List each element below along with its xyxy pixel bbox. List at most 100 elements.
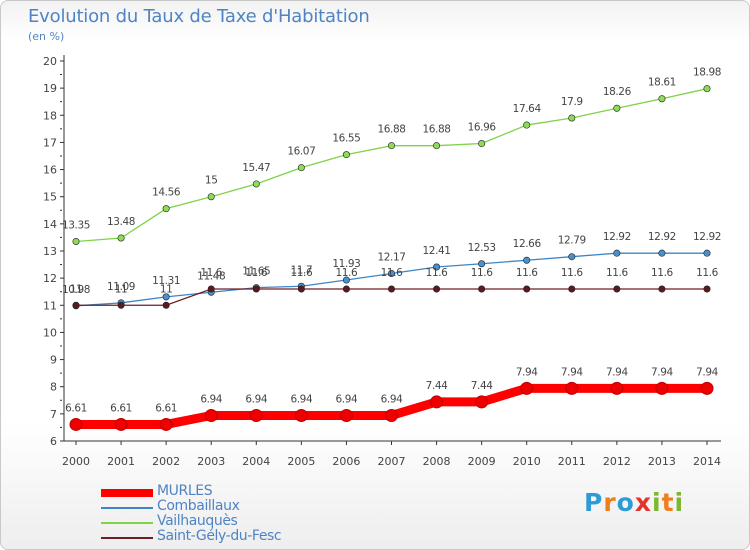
data-label: 11.6 <box>471 267 493 279</box>
data-point <box>387 142 395 150</box>
data-label: 6.94 <box>381 393 403 405</box>
y-tick-label: 15 <box>43 191 57 204</box>
data-label: 12.79 <box>558 235 586 247</box>
x-tick-label: 2013 <box>648 455 676 468</box>
data-label: 11.6 <box>200 267 222 279</box>
y-tick-label: 8 <box>50 381 57 394</box>
data-label: 6.94 <box>200 393 222 405</box>
data-label: 7.44 <box>426 380 448 392</box>
data-label: 11.6 <box>606 267 628 279</box>
proxiti-logo: Proxiti <box>584 488 684 517</box>
data-point <box>342 285 350 293</box>
data-point <box>613 104 621 112</box>
y-tick-label: 9 <box>50 354 57 367</box>
data-label: 11.6 <box>336 267 358 279</box>
y-tick-label: 11 <box>43 299 57 312</box>
data-point <box>252 180 260 188</box>
data-label: 15 <box>205 175 218 187</box>
data-label: 16.96 <box>468 122 497 134</box>
data-point <box>478 260 486 268</box>
data-point <box>433 263 441 271</box>
data-label: 11.09 <box>107 281 135 293</box>
y-tick-label: 16 <box>43 164 57 177</box>
data-label: 11.6 <box>245 267 267 279</box>
data-point <box>207 193 215 201</box>
x-tick-label: 2005 <box>287 455 315 468</box>
data-point <box>658 285 666 293</box>
data-point <box>117 301 125 309</box>
data-label: 7.94 <box>561 366 583 378</box>
data-point <box>342 276 350 284</box>
data-point <box>72 301 80 309</box>
x-tick-label: 2007 <box>378 455 406 468</box>
data-label: 11.6 <box>561 267 583 279</box>
x-tick-label: 2009 <box>468 455 496 468</box>
data-label: 6.61 <box>65 402 87 414</box>
x-tick-label: 2004 <box>242 455 270 468</box>
data-label: 11 <box>115 283 128 295</box>
data-point <box>342 151 350 159</box>
data-point <box>207 285 215 293</box>
data-point <box>297 285 305 293</box>
data-point <box>613 285 621 293</box>
data-point <box>387 270 395 278</box>
data-point <box>703 249 711 257</box>
data-label: 12.17 <box>377 252 405 264</box>
data-label: 12.41 <box>423 245 451 257</box>
data-point <box>117 234 125 242</box>
data-label: 11.31 <box>152 275 180 287</box>
data-point <box>252 285 260 293</box>
x-tick-label: 2011 <box>558 455 586 468</box>
y-tick-label: 18 <box>43 109 57 122</box>
data-label: 16.88 <box>377 124 405 136</box>
data-label: 18.26 <box>603 86 632 98</box>
data-point <box>568 285 576 293</box>
data-label: 11.93 <box>332 258 360 270</box>
x-tick-label: 2008 <box>423 455 451 468</box>
data-point <box>249 408 263 422</box>
data-point <box>204 408 218 422</box>
data-point <box>523 285 531 293</box>
y-tick-label: 7 <box>50 408 57 421</box>
logo-letter: t <box>661 488 675 517</box>
x-tick-label: 2006 <box>332 455 360 468</box>
data-point <box>114 417 128 431</box>
data-label: 6.94 <box>245 393 267 405</box>
y-tick-label: 6 <box>50 435 57 448</box>
data-label: 6.61 <box>110 402 132 414</box>
x-tick-label: 2014 <box>693 455 721 468</box>
data-label: 11.7 <box>290 264 312 276</box>
data-point <box>613 249 621 257</box>
data-point <box>385 408 398 422</box>
y-tick-label: 13 <box>43 245 57 258</box>
legend-item: Saint-Gély-du-Fesc <box>101 528 361 544</box>
y-tick-label: 19 <box>43 82 57 95</box>
data-point <box>655 381 669 395</box>
legend-item: MURLES <box>101 483 361 499</box>
data-point <box>568 114 576 122</box>
x-tick-label: 2012 <box>603 455 631 468</box>
data-point <box>162 205 170 213</box>
y-tick-label: 14 <box>43 218 57 231</box>
data-label: 15.47 <box>242 162 270 174</box>
data-label: 17.64 <box>513 103 542 115</box>
data-point <box>610 381 624 395</box>
data-point <box>703 285 711 293</box>
data-label: 6.94 <box>336 393 358 405</box>
data-point <box>159 417 173 431</box>
data-label: 11.6 <box>290 267 312 279</box>
data-point <box>478 140 486 148</box>
legend-swatch <box>101 522 153 524</box>
data-label: 16.88 <box>423 124 451 136</box>
data-label: 12.53 <box>468 242 496 254</box>
data-point <box>658 95 666 103</box>
data-label: 11 <box>160 283 173 295</box>
data-point <box>72 238 80 246</box>
data-labels: 13.35 13.48 14.56 15 15.47 16.07 16.55 16.88 16.… <box>62 67 721 415</box>
chart-subtitle: (en %) <box>28 30 65 43</box>
data-label: 7.94 <box>516 366 538 378</box>
legend-label: MURLES <box>157 483 213 499</box>
x-tick-label: 2010 <box>513 455 541 468</box>
data-label: 11.6 <box>651 267 673 279</box>
